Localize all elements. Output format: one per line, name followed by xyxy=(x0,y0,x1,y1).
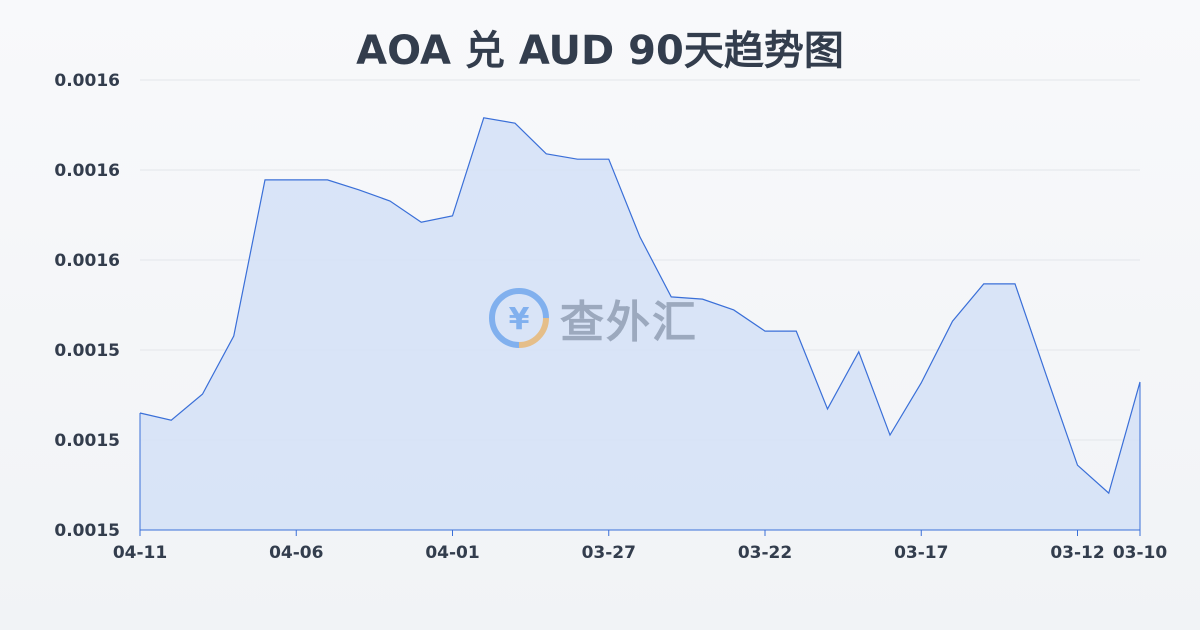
x-tick-label: 03-27 xyxy=(582,543,636,563)
x-tick-label: 04-11 xyxy=(113,543,167,563)
y-tick-label: 0.0016 xyxy=(54,251,120,271)
x-tick-label: 04-01 xyxy=(425,543,479,563)
area-fill xyxy=(140,117,1140,531)
x-tick-label: 03-17 xyxy=(894,543,948,563)
chart-title: AOA 兑 AUD 90天趋势图 xyxy=(356,28,844,74)
x-tick-label: 03-22 xyxy=(738,543,792,563)
y-tick-label: 0.0015 xyxy=(54,431,120,451)
x-tick-label: 04-06 xyxy=(269,543,323,563)
x-tick-label: 03-10 xyxy=(1113,543,1168,563)
y-tick-label: 0.0015 xyxy=(54,521,120,541)
y-tick-label: 0.0016 xyxy=(54,161,120,181)
y-tick-label: 0.0015 xyxy=(54,341,120,361)
watermark-text: 查外汇 xyxy=(560,297,698,348)
series-line xyxy=(139,117,1141,495)
x-tick-label: 03-12 xyxy=(1050,543,1104,563)
watermark: ¥ 查外汇 xyxy=(488,286,698,350)
yen-exchange-icon: ¥ xyxy=(489,288,549,348)
y-tick-label: 0.0016 xyxy=(54,71,120,91)
svg-text:¥: ¥ xyxy=(509,302,530,337)
